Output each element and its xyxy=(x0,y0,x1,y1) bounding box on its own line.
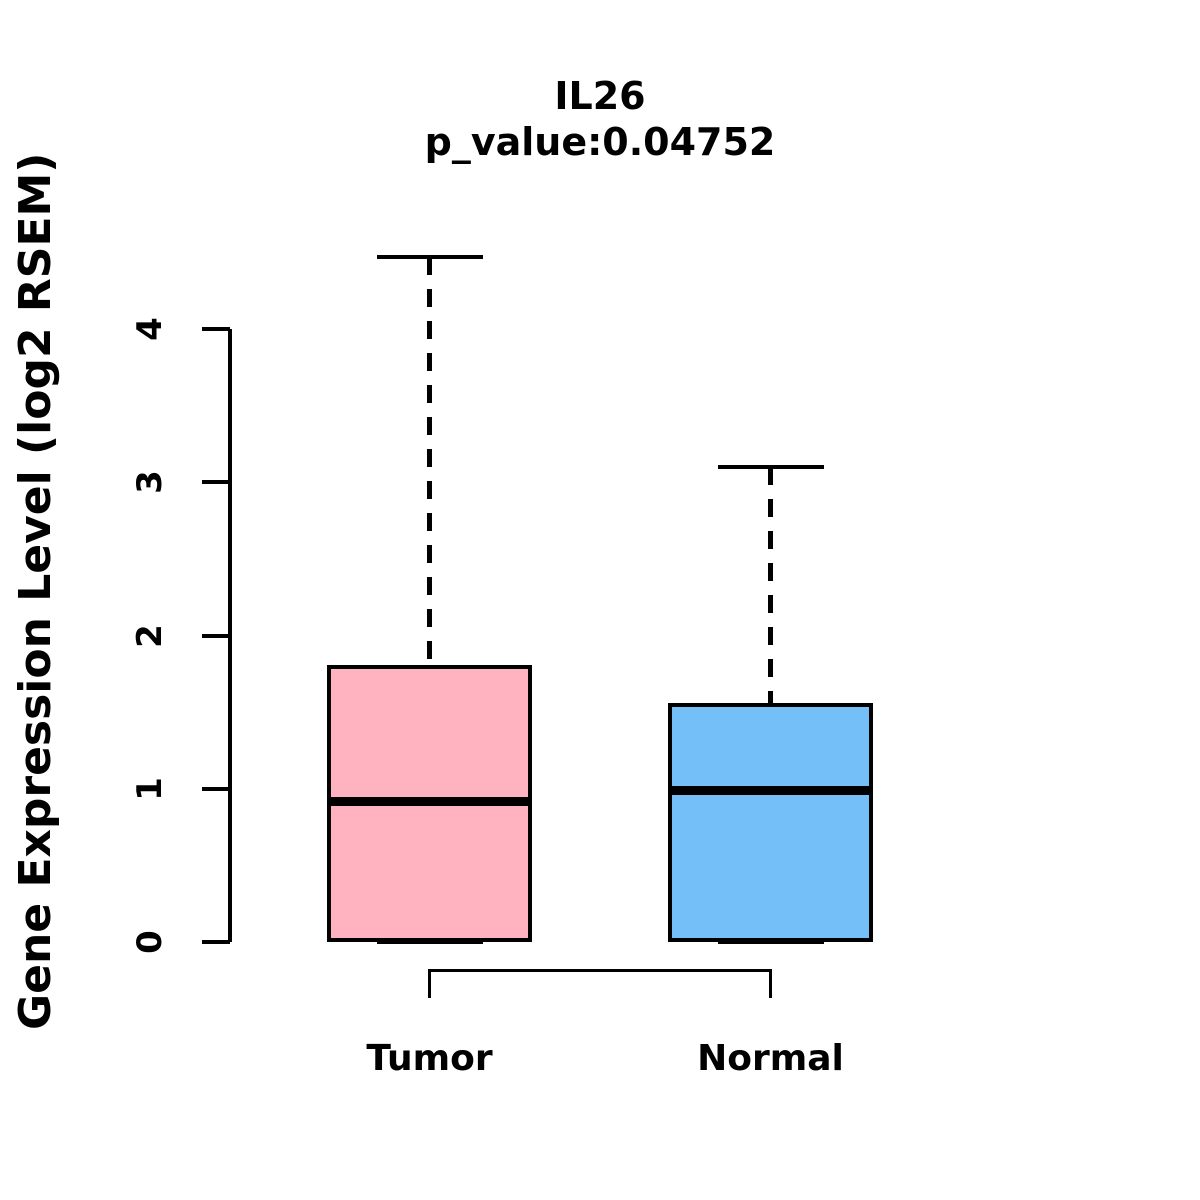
category-label-normal: Normal xyxy=(697,1038,844,1079)
y-axis-tick xyxy=(202,940,230,944)
y-axis-label: Gene Expression Level (log2 RSEM) xyxy=(10,152,61,1030)
y-tick-label: 4 xyxy=(130,317,170,341)
comparison-bracket xyxy=(428,969,772,998)
upper-whisker-cap xyxy=(717,464,824,469)
chart-subtitle: p_value:0.04752 xyxy=(424,120,776,164)
lower-whisker-cap xyxy=(376,940,483,944)
y-axis-tick xyxy=(202,327,230,331)
median-line-tumor xyxy=(327,796,532,806)
median-line-normal xyxy=(668,785,873,795)
lower-whisker-cap xyxy=(717,940,824,944)
y-axis-tick xyxy=(202,633,230,638)
y-tick-label: 0 xyxy=(130,930,170,954)
y-tick-label: 1 xyxy=(130,776,170,801)
upper-whisker-cap xyxy=(376,254,483,259)
upper-whisker-line xyxy=(768,466,773,703)
category-label-tumor: Tumor xyxy=(366,1038,493,1079)
y-tick-label: 3 xyxy=(130,470,170,495)
y-tick-label: 2 xyxy=(130,623,170,648)
y-axis-tick xyxy=(202,480,230,485)
y-axis-tick xyxy=(202,786,230,791)
box-normal xyxy=(668,702,873,942)
upper-whisker-line xyxy=(427,256,432,665)
y-axis-line xyxy=(228,329,232,942)
chart-title: IL26 xyxy=(554,74,646,118)
